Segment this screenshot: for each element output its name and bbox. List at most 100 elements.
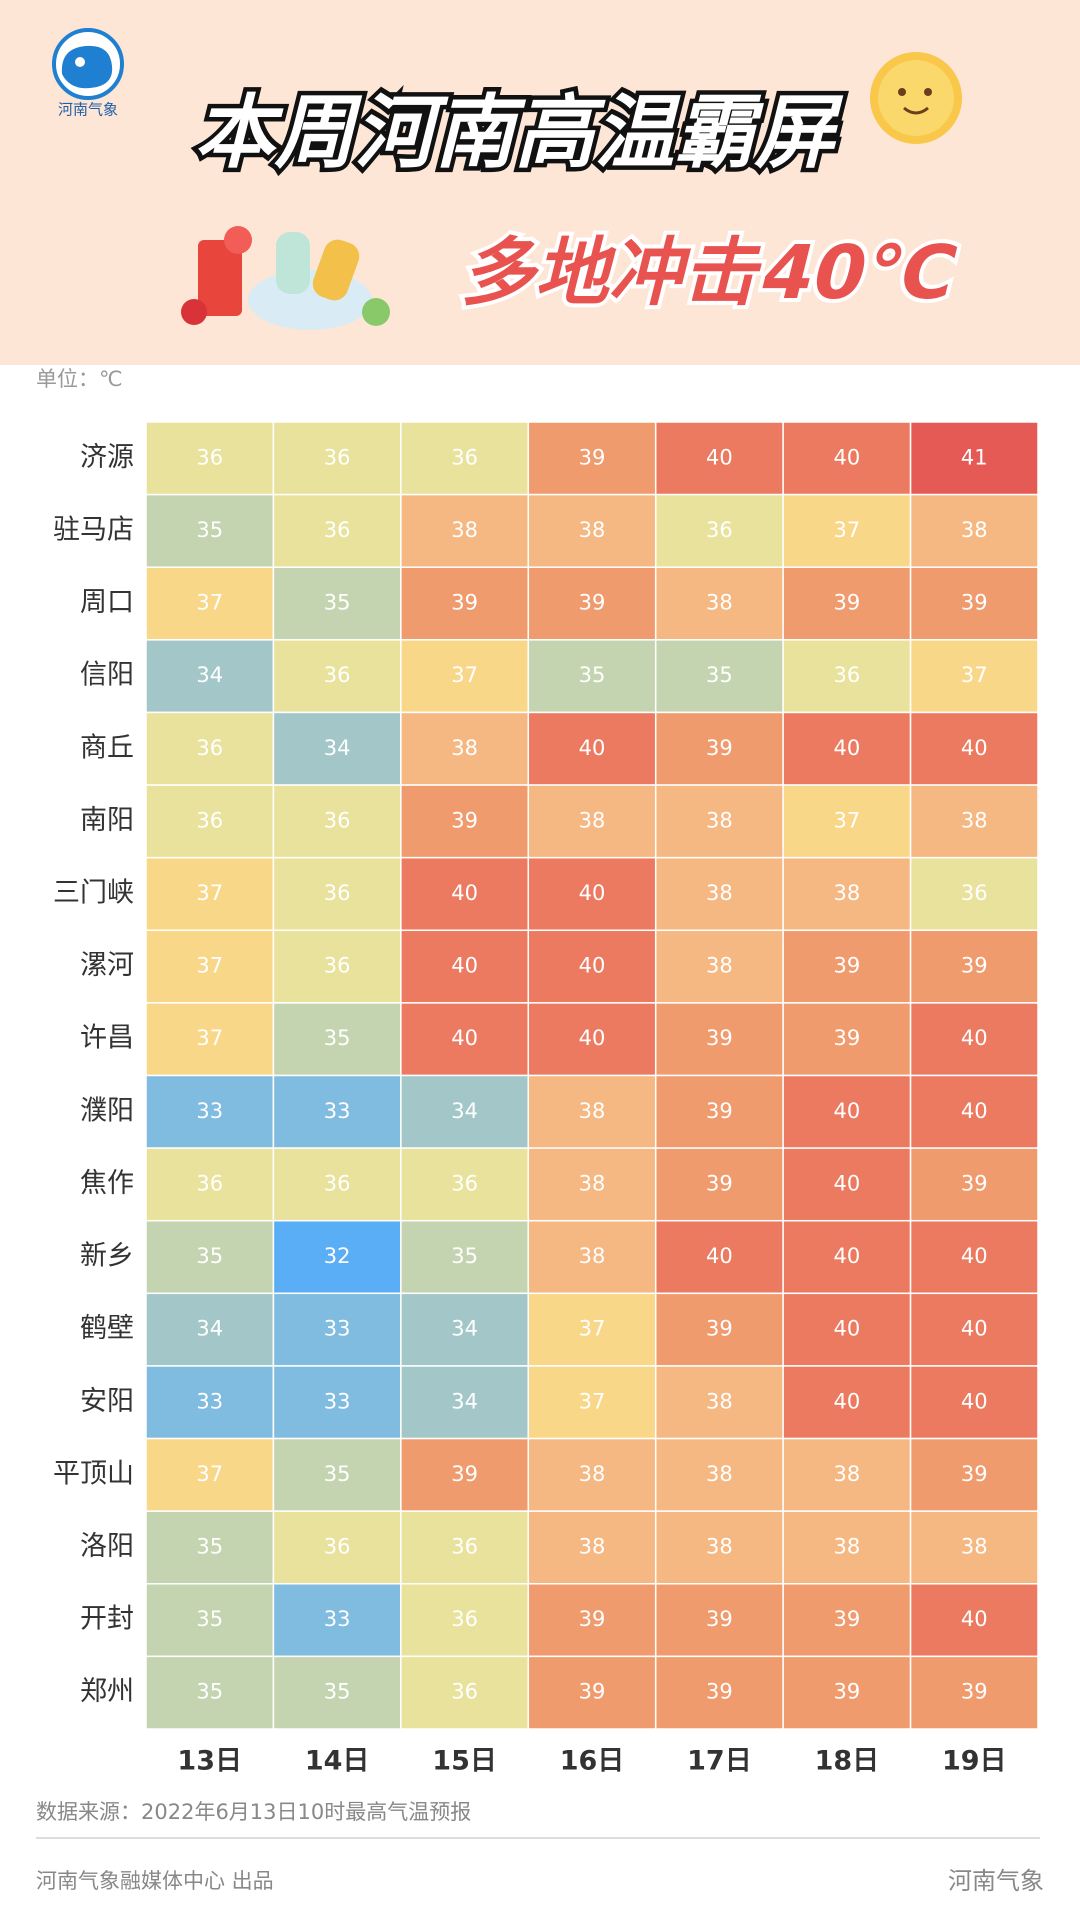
- cell-label: 35: [579, 663, 606, 687]
- cell-label: 37: [196, 881, 223, 905]
- cell-label: 37: [196, 1462, 223, 1486]
- cell-label: 40: [961, 1389, 988, 1413]
- cell-label: 38: [706, 1389, 733, 1413]
- cell-label: 36: [451, 445, 478, 469]
- heat-cell: [527, 1365, 657, 1440]
- heat-cell: [400, 1002, 530, 1077]
- heat-cell: [909, 1365, 1039, 1440]
- heat-cell: [654, 1365, 784, 1440]
- cell-label: 40: [706, 445, 733, 469]
- cell-label: 36: [324, 808, 351, 832]
- cell-label: 38: [706, 881, 733, 905]
- row-label: 信阳: [80, 660, 134, 691]
- heat-cell: [909, 856, 1039, 932]
- cell-label: 37: [451, 663, 478, 687]
- heat-cell: [782, 1365, 912, 1440]
- heat-cell: [272, 1147, 402, 1222]
- heat-cell: [400, 711, 530, 786]
- column-label: 15日: [432, 1746, 497, 1777]
- chart-title: 本周河南高温霸屏: [190, 87, 853, 180]
- heat-cell: [272, 1655, 402, 1730]
- heat-cell: [782, 1510, 912, 1585]
- cell-label: 38: [833, 881, 860, 905]
- cell-label: 34: [196, 663, 223, 687]
- cell-label: 38: [833, 1462, 860, 1486]
- heat-cell: [400, 421, 530, 496]
- cell-label: 39: [961, 1680, 988, 1704]
- row-label: 洛阳: [80, 1531, 134, 1562]
- row-label: 漯河: [80, 950, 134, 981]
- heat-cell: [400, 639, 530, 714]
- cell-label: 40: [961, 1026, 988, 1050]
- heat-cell: [400, 1583, 530, 1658]
- cell-label: 39: [451, 1462, 478, 1486]
- heat-cell: [272, 784, 402, 859]
- heat-cell: [272, 639, 402, 714]
- cell-label: 39: [706, 1099, 733, 1123]
- heat-cell: [909, 1437, 1039, 1512]
- cell-label: 40: [579, 954, 606, 978]
- heat-cell: [909, 1583, 1039, 1658]
- heat-cell: [527, 1074, 657, 1149]
- heat-cell: [527, 1510, 657, 1585]
- heat-cell: [782, 566, 912, 641]
- cell-label: 40: [833, 445, 860, 469]
- chart-subtitle: 多地冲击40℃: [456, 229, 966, 316]
- cell-label: 34: [451, 1389, 478, 1413]
- row-label: 平顶山: [53, 1458, 134, 1489]
- cell-label: 39: [961, 591, 988, 615]
- heat-cell: [272, 566, 402, 641]
- heat-cell: [272, 856, 402, 932]
- cell-label: 35: [196, 1244, 223, 1268]
- cell-label: 39: [706, 1171, 733, 1195]
- heat-cell: [400, 1365, 530, 1440]
- heat-cell: [272, 1510, 402, 1585]
- cell-label: 36: [324, 518, 351, 542]
- cell-label: 39: [579, 1680, 606, 1704]
- heat-cell: [527, 493, 657, 568]
- row-label: 开封: [80, 1604, 134, 1635]
- heat-cell: [272, 1583, 402, 1658]
- cell-label: 36: [324, 881, 351, 905]
- cell-label: 40: [579, 736, 606, 760]
- heat-cell: [782, 1147, 912, 1222]
- cell-label: 39: [833, 1607, 860, 1631]
- cell-label: 35: [324, 1026, 351, 1050]
- cell-label: 40: [579, 1026, 606, 1050]
- column-label: 16日: [560, 1746, 625, 1777]
- heat-cell: [654, 1437, 784, 1512]
- cell-label: 40: [833, 1171, 860, 1195]
- heat-cell: [654, 1292, 784, 1367]
- heat-cell: [145, 1292, 275, 1367]
- heat-cell: [654, 1583, 784, 1658]
- cell-label: 38: [961, 808, 988, 832]
- cell-label: 40: [706, 1244, 733, 1268]
- cell-label: 36: [451, 1171, 478, 1195]
- cell-label: 40: [961, 1099, 988, 1123]
- cell-label: 36: [833, 663, 860, 687]
- heat-cell: [909, 566, 1039, 641]
- cell-label: 33: [324, 1607, 351, 1631]
- cell-label: 38: [706, 591, 733, 615]
- cell-label: 36: [706, 518, 733, 542]
- row-label: 驻马店: [53, 514, 134, 545]
- row-label: 商丘: [80, 732, 134, 763]
- heat-cell: [654, 639, 784, 714]
- heat-cell: [654, 421, 784, 496]
- cell-label: 38: [579, 518, 606, 542]
- cell-label: 40: [833, 1317, 860, 1341]
- cell-label: 37: [833, 808, 860, 832]
- heat-cell: [782, 1655, 912, 1730]
- cell-label: 40: [451, 881, 478, 905]
- cell-label: 38: [706, 954, 733, 978]
- row-label: 濮阳: [80, 1095, 134, 1126]
- cell-label: 34: [196, 1317, 223, 1341]
- heat-cell: [782, 711, 912, 786]
- heat-cell: [145, 856, 275, 932]
- cell-label: 38: [579, 1099, 606, 1123]
- sun-icon: [870, 52, 962, 144]
- heatmap: 济源 36 36 36 39 40 40 41 驻马店 35 36 38 38 36 37 38 周口 37 35 3…: [53, 421, 1039, 1777]
- heat-cell: [400, 566, 530, 641]
- cell-label: 36: [324, 663, 351, 687]
- heat-cell: [909, 929, 1039, 1004]
